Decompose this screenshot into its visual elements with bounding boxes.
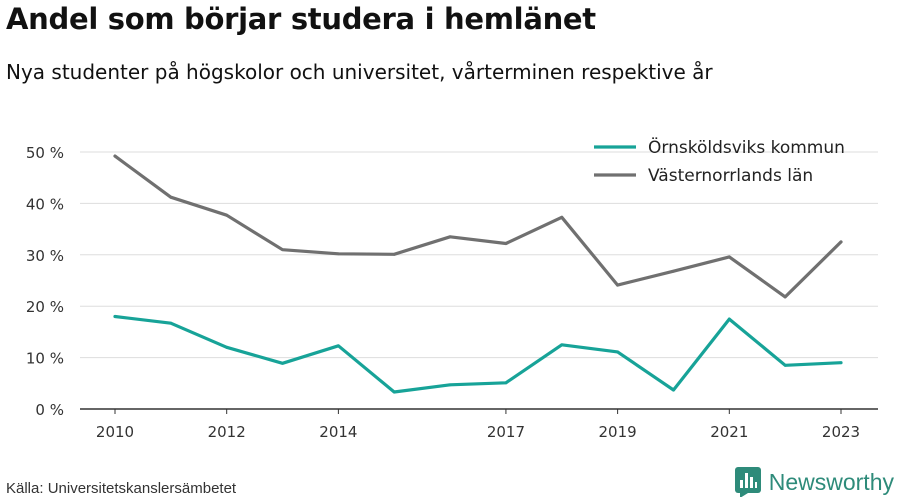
data-point [672, 269, 675, 273]
legend-label: Örnsköldsviks kommun [648, 136, 845, 158]
data-point [560, 343, 564, 347]
source-note: Källa: Universitetskanslersämbetet [6, 480, 237, 497]
y-tick-label: 0 % [35, 401, 64, 419]
data-point [727, 255, 731, 259]
data-point [225, 213, 229, 217]
x-tick-label: 2023 [822, 423, 860, 441]
data-point [504, 381, 508, 385]
newsworthy-logo-icon [734, 467, 761, 497]
y-tick-label: 20 % [26, 298, 64, 316]
data-point [225, 345, 229, 349]
brand-logo: Newsworthy [734, 466, 894, 498]
data-point [448, 383, 452, 387]
data-point [727, 317, 731, 321]
chart-title: Andel som börjar studera i hemlänet [6, 2, 596, 36]
x-tick-label: 2012 [208, 423, 246, 441]
x-axis-ticks: 2010 2012 2014 2017 2019 2021 2023 [96, 409, 860, 441]
data-point [839, 361, 843, 365]
legend: Örnsköldsviks kommun Västernorrlands län [594, 136, 845, 186]
data-point [336, 344, 340, 348]
data-point [672, 388, 675, 392]
data-point [113, 154, 117, 158]
data-point [336, 252, 340, 256]
data-point [783, 363, 787, 367]
data-point [169, 195, 173, 199]
data-point [281, 361, 284, 365]
data-point [392, 252, 396, 256]
legend-label: Västernorrlands län [648, 166, 813, 186]
brand-name: Newsworthy [768, 468, 894, 495]
x-tick-label: 2021 [710, 423, 748, 441]
data-point [113, 315, 117, 318]
x-tick-label: 2014 [319, 423, 357, 441]
y-tick-label: 50 % [26, 144, 64, 162]
line-chart: 0 % 10 % 20 % 30 % 40 % 50 % 2010 2012 2014 2017… [26, 136, 878, 441]
data-point [281, 248, 284, 252]
chart-subtitle: Nya studenter på högskolor och universit… [6, 60, 713, 84]
data-point [448, 235, 452, 239]
y-tick-label: 10 % [26, 350, 64, 368]
y-tick-label: 30 % [26, 247, 64, 265]
series-line-2 [113, 154, 843, 299]
data-point [839, 240, 843, 244]
data-point [169, 321, 173, 325]
x-tick-label: 2010 [96, 423, 134, 441]
series-lines [113, 154, 843, 394]
y-tick-label: 40 % [26, 195, 64, 213]
data-point [560, 215, 564, 219]
y-axis-ticks: 0 % 10 % 20 % 30 % 40 % 50 % [26, 144, 64, 419]
data-point [504, 242, 508, 245]
gridlines [80, 151, 878, 410]
data-point [616, 350, 620, 354]
x-tick-label: 2019 [599, 423, 637, 441]
data-point [392, 390, 396, 394]
x-tick-label: 2017 [487, 423, 525, 441]
data-point [616, 283, 620, 287]
series-line-1 [113, 314, 843, 394]
data-point [783, 295, 787, 299]
